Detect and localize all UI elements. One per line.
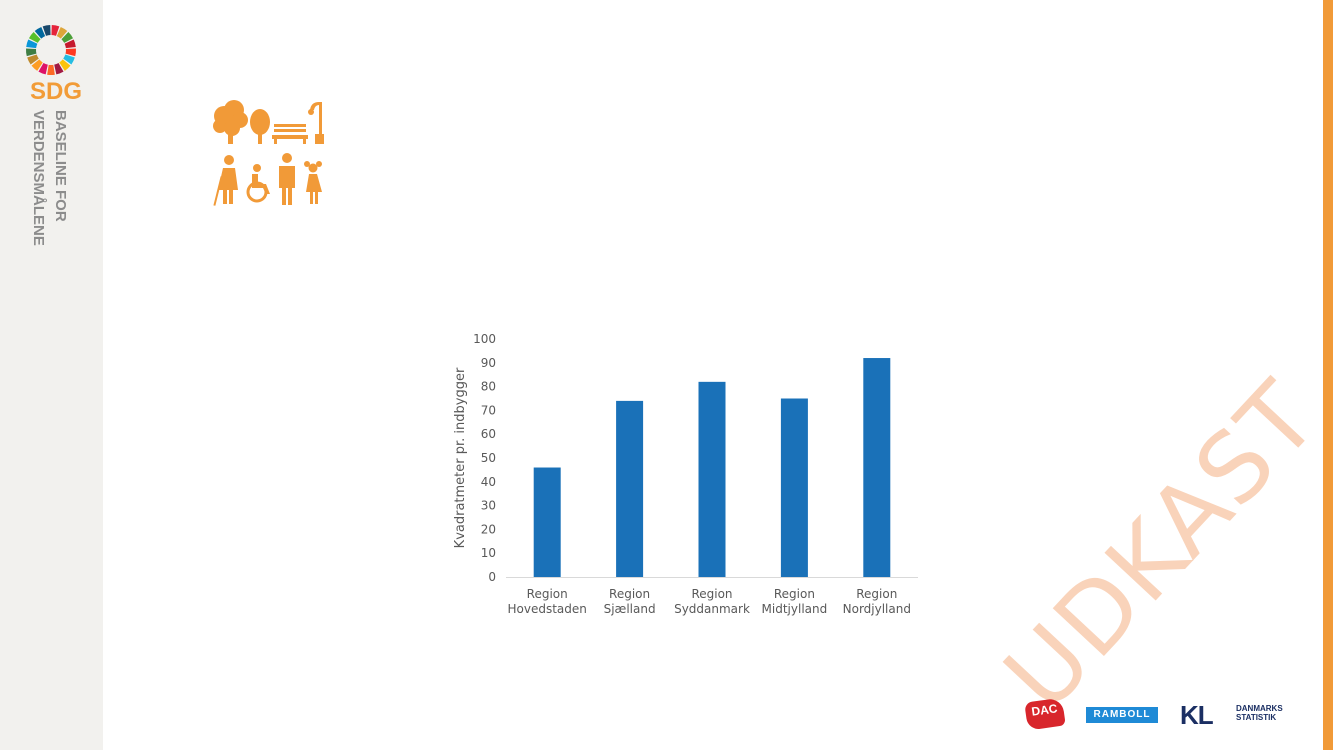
bar: [780, 398, 808, 577]
sdg-wheel-segment: [38, 62, 48, 75]
sdg-brand: SDG: [30, 78, 83, 105]
x-tick-label: Region: [856, 587, 897, 601]
y-tick-label: 10: [481, 546, 496, 560]
sdg-wheel-segment: [42, 25, 51, 36]
sdg-wheel-segment: [65, 48, 76, 57]
y-tick-label: 60: [481, 427, 496, 441]
sdg-wheel-segment: [28, 32, 41, 43]
sdg-wheel-segment: [26, 39, 38, 49]
bar: [863, 358, 891, 577]
partner-logos: DAC RAMBOLL KL DANMARKS STATISTIK: [1024, 697, 1296, 732]
x-tick-label: Region: [527, 587, 568, 601]
y-tick-label: 20: [481, 522, 496, 536]
sidebar-line-baseline: BASELINE FOR: [52, 110, 69, 222]
y-tick-label: 100: [473, 332, 496, 346]
sdg-wheel-segment: [47, 64, 55, 75]
kl-logo: KL: [1180, 700, 1214, 730]
y-tick-label: 0: [488, 570, 496, 584]
sdg-wheel-segment: [54, 62, 64, 75]
sdg-wheel-segment: [63, 54, 75, 65]
sdg-wheel-segment: [26, 48, 37, 57]
sdg-wheel-segment: [61, 32, 74, 43]
x-tick-label: Region: [691, 587, 732, 601]
x-tick-label: Sjælland: [604, 602, 656, 616]
x-tick-label: Nordjylland: [843, 602, 911, 616]
draft-watermark: UDKAST: [983, 360, 1333, 732]
sdg-wheel-segment: [59, 59, 71, 71]
y-tick-label: 50: [481, 451, 496, 465]
sdg-wheel-segment: [34, 26, 46, 39]
x-tick-label: Hovedstaden: [508, 602, 587, 616]
y-tick-label: 30: [481, 499, 496, 513]
sdg-wheel-segment: [31, 59, 43, 71]
sustainable-cities-icon: [213, 100, 324, 206]
sdg-wheel-icon: [26, 25, 76, 75]
sdg-wheel-segment: [27, 54, 39, 65]
bar-chart: 0 10 20 30 40 50 60 70 80 90 100 Kvadratmeter pr. i…: [453, 332, 918, 616]
ramboll-logo: RAMBOLL: [1086, 707, 1158, 723]
bar: [616, 400, 644, 577]
sdg-wheel-segment: [64, 39, 76, 49]
x-tick-label: Midtjylland: [762, 602, 828, 616]
accent-stripe: [1323, 0, 1333, 750]
bar: [698, 381, 726, 577]
sdg-wheel-segment: [56, 26, 68, 39]
y-tick-label: 70: [481, 403, 496, 417]
bar: [533, 467, 561, 577]
sidebar-line-verdensmaalene: VERDENSMÅLENE: [30, 110, 47, 246]
x-tick-label: Syddanmark: [674, 602, 750, 616]
sdg-wheel-segment: [51, 25, 60, 36]
x-tick-label: Region: [609, 587, 650, 601]
y-axis-title: Kvadratmeter pr. indbygger: [453, 367, 468, 548]
x-tick-label: Region: [774, 587, 815, 601]
dst-line-2: STATISTIK: [1236, 713, 1277, 722]
dst-line-1: DANMARKS: [1236, 704, 1283, 713]
dac-logo: DAC: [1024, 697, 1066, 731]
danmarks-statistik-logo: DANMARKS STATISTIK: [1236, 704, 1283, 722]
y-tick-label: 90: [481, 356, 496, 370]
sidebar: SDG BASELINE FOR VERDENSMÅLENE: [0, 0, 103, 750]
y-tick-label: 40: [481, 475, 496, 489]
y-tick-label: 80: [481, 380, 496, 394]
